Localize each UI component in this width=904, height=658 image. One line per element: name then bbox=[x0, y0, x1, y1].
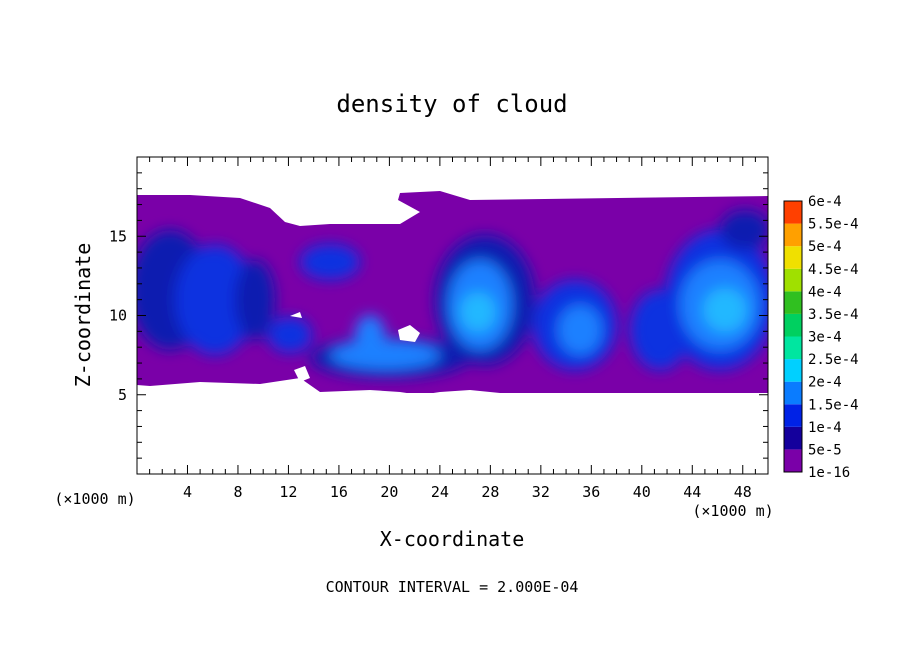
x-unit-left: (×1000 m) bbox=[54, 490, 135, 508]
colorbar-bin bbox=[784, 359, 802, 382]
x-tick-label: 16 bbox=[330, 483, 348, 501]
x-tick-label: 28 bbox=[481, 483, 499, 501]
colorbar-bin bbox=[784, 268, 802, 292]
colorbar-bin bbox=[784, 201, 802, 224]
colorbar-label: 1e-4 bbox=[808, 420, 842, 436]
colorbar-label: 1.5e-4 bbox=[808, 397, 859, 413]
clear-gaps bbox=[137, 312, 768, 474]
x-axis: 4 8 12 16 20 24 28 32 36 40 44 48 bbox=[149, 157, 756, 501]
colorbar-label: 1e-16 bbox=[808, 465, 850, 481]
x-tick-label: 36 bbox=[582, 483, 600, 501]
density-blobs bbox=[137, 210, 768, 378]
colorbar-bin bbox=[784, 246, 802, 269]
colorbar-label: 5e-4 bbox=[808, 239, 842, 255]
colorbar-frame bbox=[783, 200, 803, 473]
y-tick-label: 5 bbox=[118, 386, 127, 404]
colorbar-label: 4e-4 bbox=[808, 284, 842, 300]
y-axis: 5 10 15 bbox=[109, 172, 768, 459]
colorbar-bin bbox=[784, 291, 802, 314]
colorbar-bin bbox=[784, 336, 802, 360]
x-tick-label: 8 bbox=[233, 483, 242, 501]
colorbar-bin bbox=[784, 223, 802, 247]
colorbar-label: 3e-4 bbox=[808, 330, 842, 346]
colorbar-bin bbox=[784, 313, 802, 337]
x-axis-label: X-coordinate bbox=[380, 527, 525, 551]
x-tick-label: 44 bbox=[683, 483, 701, 501]
x-tick-label: 12 bbox=[279, 483, 297, 501]
colorbar-label: 5.5e-4 bbox=[808, 217, 859, 233]
colorbar-label: 3.5e-4 bbox=[808, 307, 859, 323]
chart-title: density of cloud bbox=[336, 90, 567, 118]
colorbar-bin bbox=[784, 426, 802, 450]
y-axis-label: Z-coordinate bbox=[71, 243, 95, 388]
contour-interval: CONTOUR INTERVAL = 2.000E-04 bbox=[326, 578, 579, 596]
x-tick-label: 40 bbox=[633, 483, 651, 501]
x-unit-right: (×1000 m) bbox=[692, 502, 773, 520]
x-tick-label: 4 bbox=[183, 483, 192, 501]
colorbar-label: 2.5e-4 bbox=[808, 352, 859, 368]
x-tick-label: 20 bbox=[380, 483, 398, 501]
colorbar-label: 2e-4 bbox=[808, 375, 842, 391]
x-tick-label: 24 bbox=[431, 483, 449, 501]
cloud-field bbox=[137, 191, 768, 474]
y-tick-label: 15 bbox=[109, 227, 127, 245]
colorbar-label: 5e-5 bbox=[808, 442, 842, 458]
colorbar-label: 6e-4 bbox=[808, 194, 842, 210]
x-tick-label: 48 bbox=[734, 483, 752, 501]
colorbar-label: 4.5e-4 bbox=[808, 262, 859, 278]
colorbar-bin bbox=[784, 381, 802, 405]
colorbar: 1e-16 5e-5 1e-4 1.5e-4 2e-4 2.5e-4 3e-4 3.5e-4 4… bbox=[783, 194, 859, 481]
y-tick-label: 10 bbox=[109, 307, 127, 325]
colorbar-bin bbox=[784, 404, 802, 427]
colorbar-bin bbox=[784, 449, 802, 472]
x-tick-label: 32 bbox=[532, 483, 550, 501]
